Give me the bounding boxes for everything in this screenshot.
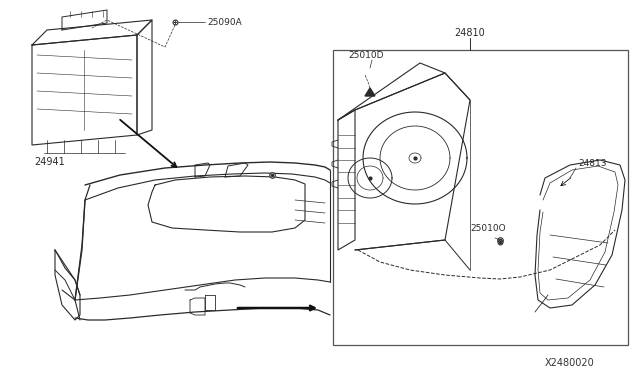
Text: 25090A: 25090A xyxy=(207,17,242,26)
Text: 24810: 24810 xyxy=(454,28,485,38)
Polygon shape xyxy=(365,88,375,96)
Bar xyxy=(333,50,628,345)
Text: 25010O: 25010O xyxy=(470,224,506,233)
Text: 25010D: 25010D xyxy=(348,51,383,60)
Text: X2480020: X2480020 xyxy=(545,358,595,368)
Text: 24941: 24941 xyxy=(34,157,65,167)
Text: 24813: 24813 xyxy=(578,159,607,168)
